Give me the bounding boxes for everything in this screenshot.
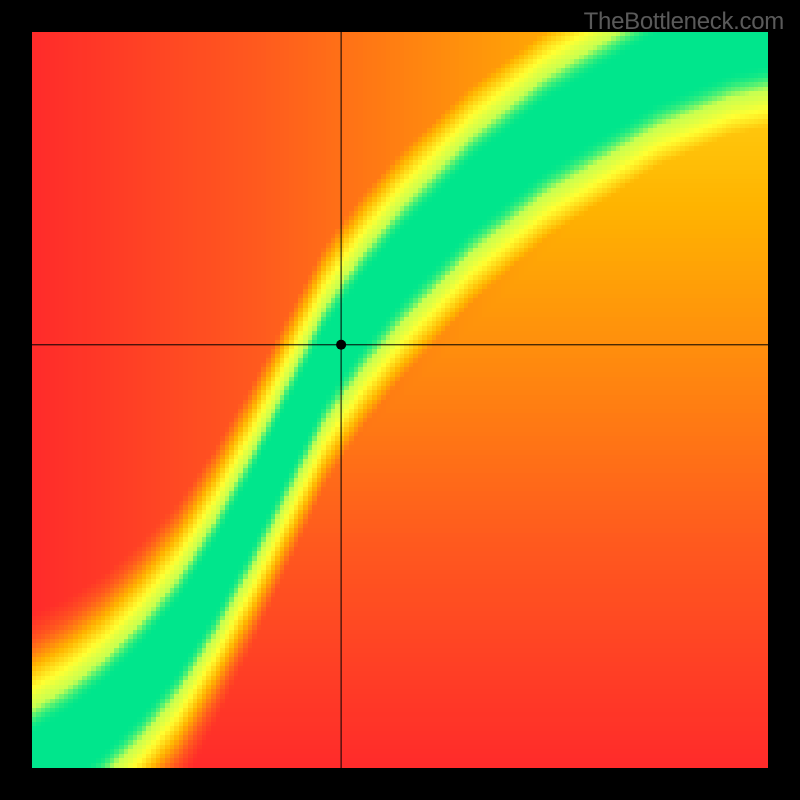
watermark-text: TheBottleneck.com (584, 8, 784, 36)
bottleneck-heatmap (0, 0, 800, 800)
chart-container: TheBottleneck.com (0, 0, 800, 800)
